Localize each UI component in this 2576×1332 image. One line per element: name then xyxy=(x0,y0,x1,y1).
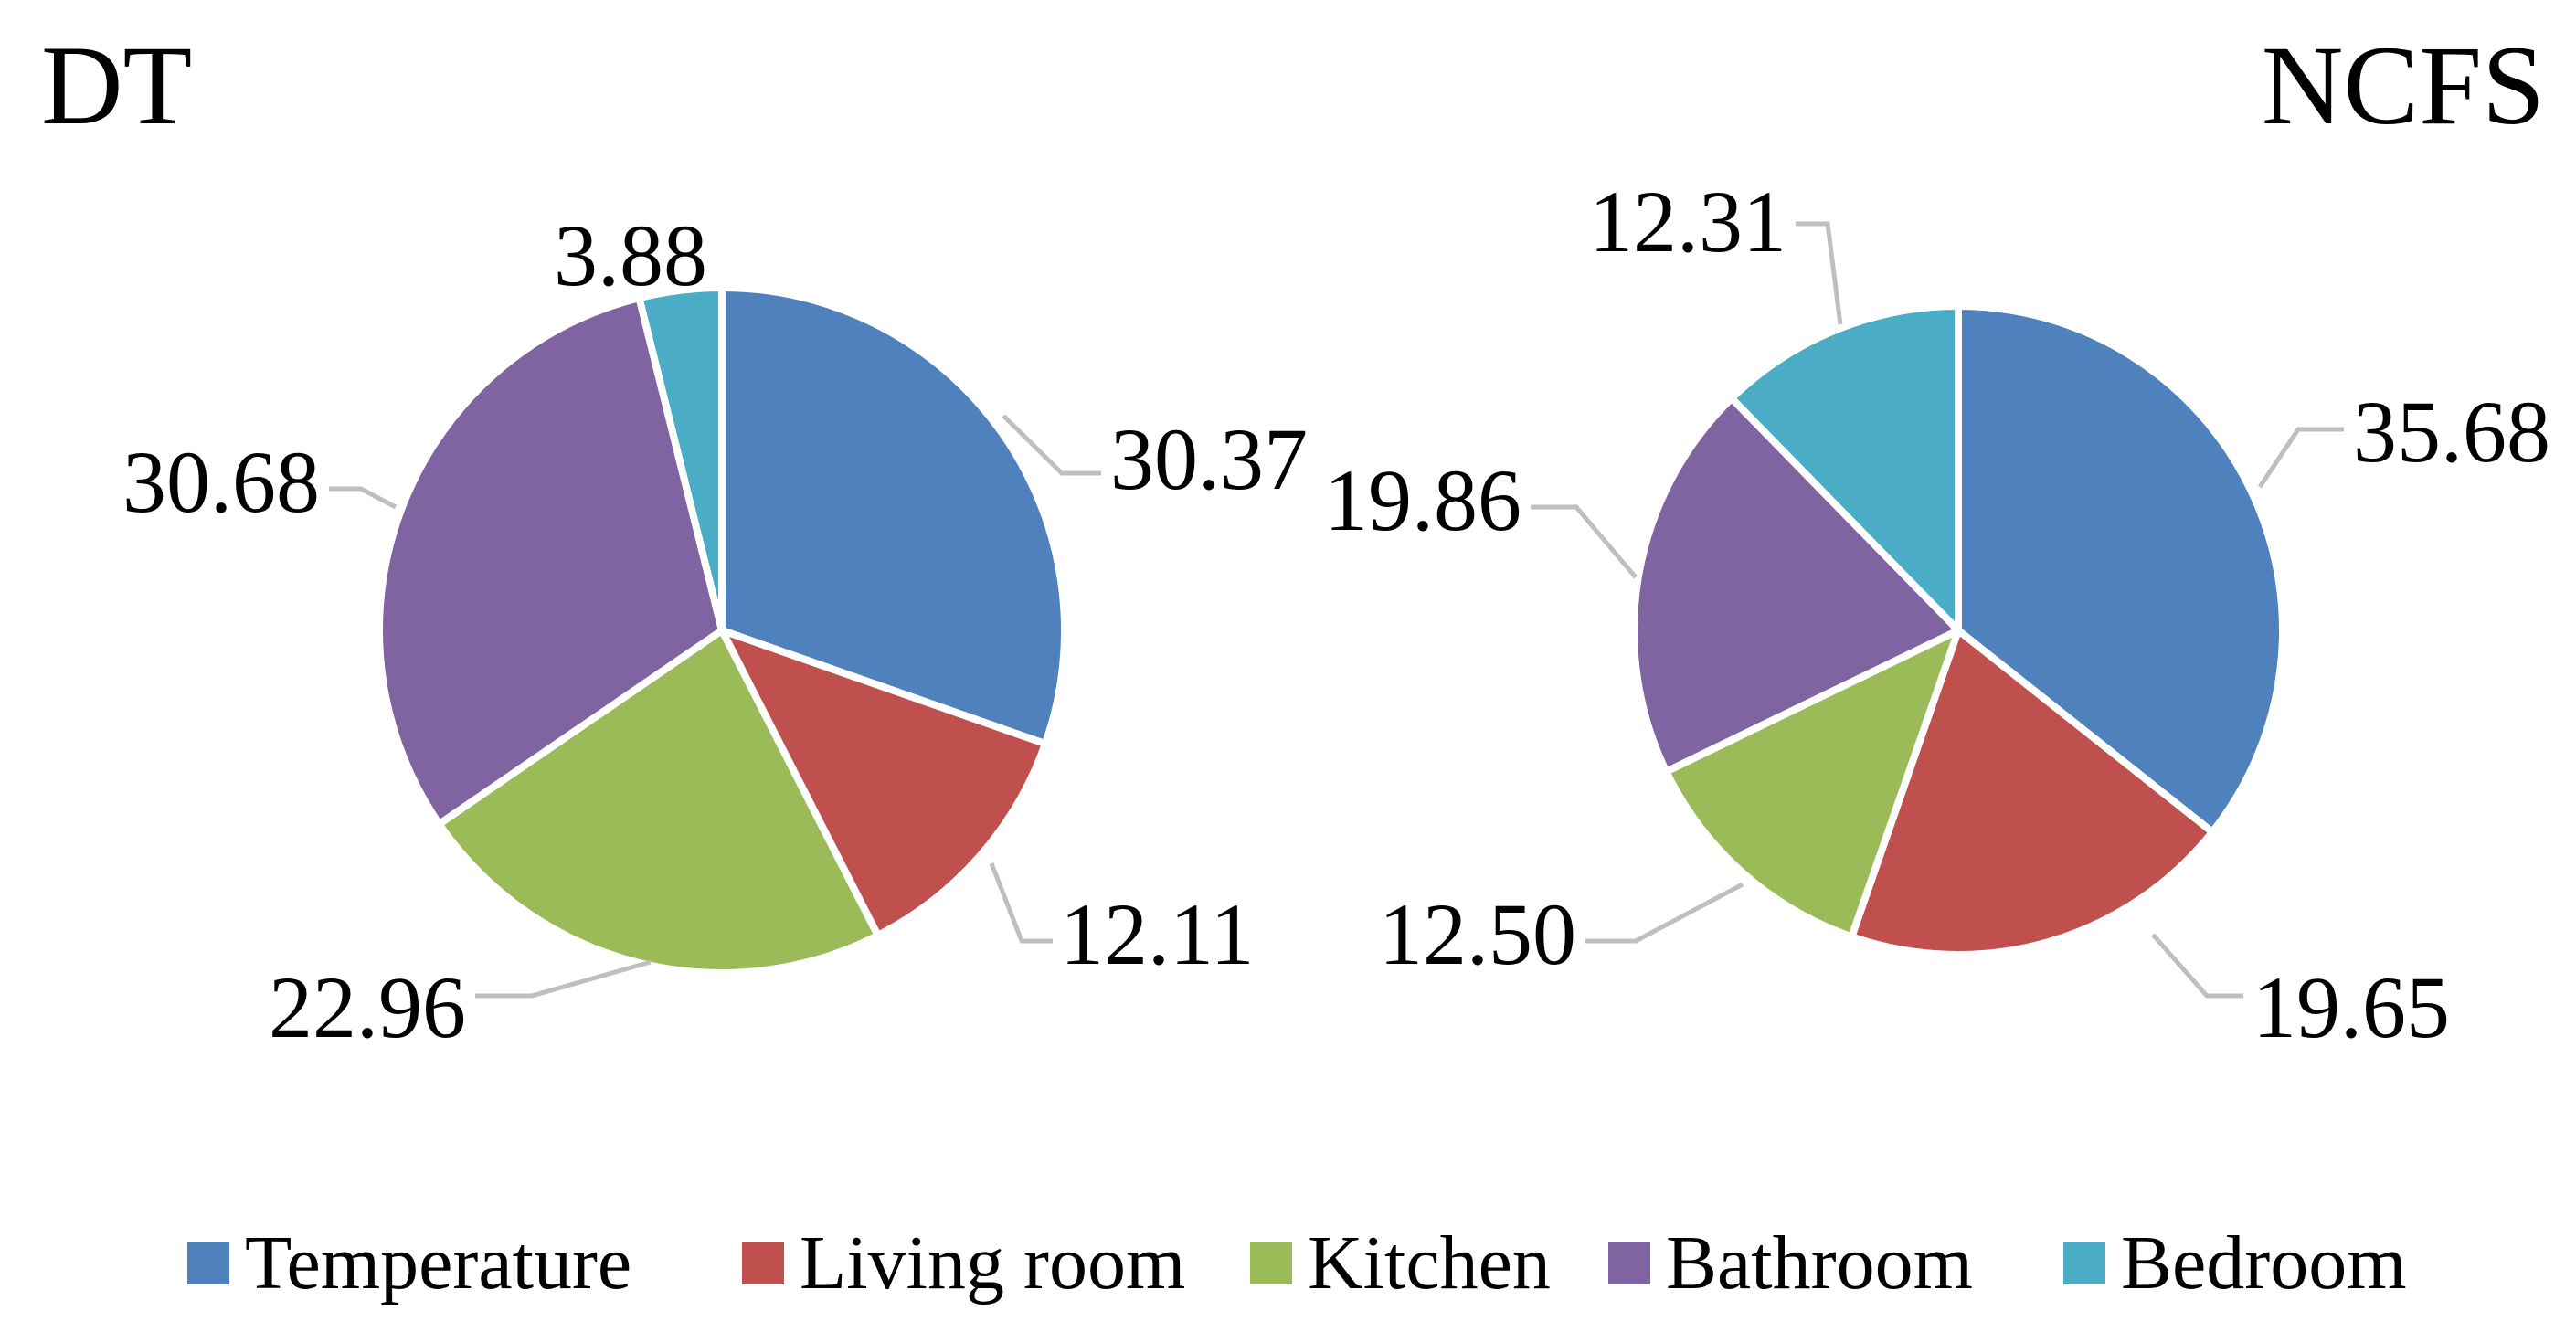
dt-data-label-bedroom: 3.88 xyxy=(554,206,707,304)
chart-legend: Temperature Living room Kitchen Bathroom Bed… xyxy=(187,1221,2407,1306)
ncfs-data-label-bathroom: 19.86 xyxy=(1324,451,1521,549)
ncfs-slice-living-room xyxy=(1848,627,2217,958)
dt-data-label-kitchen: 22.96 xyxy=(269,958,466,1056)
ncfs-data-label-temperature: 35.68 xyxy=(2353,383,2550,481)
ncfs-slice-temperature xyxy=(1955,302,2286,836)
ncfs-chart-title: NCFS xyxy=(2262,23,2545,148)
ncfs-leader-line-living-room xyxy=(2151,933,2243,999)
ncfs-pie-chart: 35.68 19.65 12.50 19.86 12.31 xyxy=(1324,173,2550,1056)
legend-label-bathroom: Bathroom xyxy=(1666,1221,1973,1306)
ncfs-leader-line-kitchen xyxy=(1585,882,1744,944)
dt-leader-line-temperature xyxy=(1002,414,1101,476)
ncfs-slice-bedroom xyxy=(1727,302,1962,634)
legend-swatch-bathroom xyxy=(1608,1242,1650,1284)
dt-slice-living-room xyxy=(718,627,1049,939)
dt-leader-line-kitchen xyxy=(475,959,652,999)
ncfs-leader-line-bathroom xyxy=(1531,504,1638,579)
ncfs-slice-bathroom xyxy=(1630,395,1962,776)
dt-data-label-temperature: 30.37 xyxy=(1110,410,1308,508)
dt-chart-title: DT xyxy=(41,23,192,148)
ncfs-data-label-kitchen: 12.50 xyxy=(1379,885,1576,983)
ncfs-leader-line-temperature xyxy=(2257,427,2344,489)
legend-label-living-room: Living room xyxy=(800,1221,1185,1306)
dt-leader-line-living-room xyxy=(989,862,1053,944)
ncfs-slice-kitchen xyxy=(1662,627,1962,941)
ncfs-data-label-bedroom: 12.31 xyxy=(1589,173,1786,270)
dt-data-label-bathroom: 30.68 xyxy=(122,433,320,531)
dt-slice-temperature xyxy=(718,284,1069,748)
legend-label-kitchen: Kitchen xyxy=(1308,1221,1551,1306)
dt-slice-bedroom xyxy=(635,284,726,634)
legend-swatch-kitchen xyxy=(1250,1242,1292,1284)
legend-label-bedroom: Bedroom xyxy=(2121,1221,2407,1306)
dt-slice-kitchen xyxy=(435,627,882,977)
legend-swatch-bedroom xyxy=(2063,1242,2105,1284)
dt-pie-chart: 30.37 12.11 22.96 30.68 3.88 xyxy=(122,206,1308,1056)
ncfs-leader-line-bedroom xyxy=(1796,221,1843,325)
dt-data-label-living-room: 12.11 xyxy=(1060,885,1254,983)
legend-swatch-living-room xyxy=(742,1242,784,1284)
dt-leader-line-bathroom xyxy=(329,486,398,510)
ncfs-data-label-living-room: 19.65 xyxy=(2253,958,2450,1056)
legend-swatch-temperature xyxy=(187,1242,229,1284)
legend-label-temperature: Temperature xyxy=(245,1221,631,1306)
dt-slice-bathroom xyxy=(375,294,726,828)
